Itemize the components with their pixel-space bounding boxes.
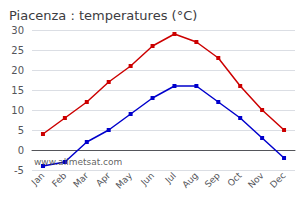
svg-text:0: 0	[18, 145, 24, 156]
svg-text:Mar: Mar	[71, 170, 90, 189]
svg-text:5: 5	[18, 125, 24, 136]
svg-text:Jan: Jan	[29, 170, 47, 188]
svg-text:10: 10	[11, 105, 24, 116]
svg-text:30: 30	[11, 25, 24, 36]
svg-text:Sep: Sep	[203, 170, 222, 189]
svg-text:Piacenza : temperatures (°C): Piacenza : temperatures (°C)	[9, 8, 197, 23]
svg-text:-5: -5	[14, 165, 24, 176]
svg-text:Apr: Apr	[94, 170, 112, 188]
svg-text:Jun: Jun	[138, 170, 156, 188]
svg-text:Nov: Nov	[246, 170, 266, 190]
svg-text:15: 15	[11, 85, 24, 96]
svg-text:Jul: Jul	[163, 170, 178, 185]
svg-text:25: 25	[11, 45, 24, 56]
svg-text:May: May	[114, 170, 135, 191]
svg-text:Oct: Oct	[226, 170, 244, 188]
svg-text:Dec: Dec	[268, 170, 287, 189]
svg-text:Feb: Feb	[50, 170, 69, 189]
svg-text:Aug: Aug	[180, 170, 199, 189]
svg-text:20: 20	[11, 65, 24, 76]
svg-text:www.allmetsat.com: www.allmetsat.com	[34, 157, 122, 167]
